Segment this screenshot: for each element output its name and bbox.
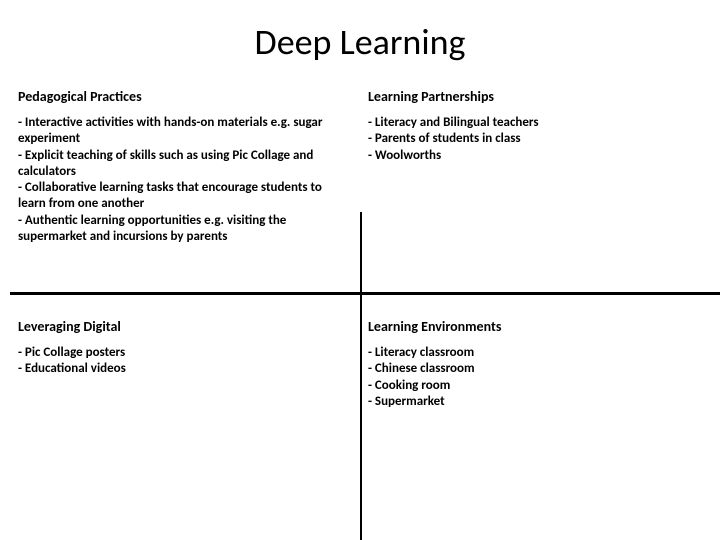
vertical-divider [360, 212, 362, 540]
horizontal-divider [10, 292, 720, 295]
quadrant-items: - Pic Collage posters - Educational vide… [18, 345, 352, 378]
list-item: - Collaborative learning tasks that enco… [18, 180, 352, 213]
list-item: - Supermarket [368, 394, 702, 410]
quadrant-grid: Pedagogical Practices - Interactive acti… [10, 82, 710, 530]
quadrant-bottom-right: Learning Environments - Literacy classro… [360, 312, 710, 416]
list-item: - Pic Collage posters [18, 345, 352, 361]
quadrant-heading: Pedagogical Practices [18, 88, 352, 105]
list-item: - Chinese classroom [368, 361, 702, 377]
list-item: - Explicit teaching of skills such as us… [18, 148, 352, 181]
list-item: - Authentic learning opportunities e.g. … [18, 213, 352, 246]
quadrant-heading: Learning Partnerships [368, 88, 702, 105]
list-item: - Parents of students in class [368, 131, 702, 147]
quadrant-heading: Leveraging Digital [18, 318, 352, 335]
list-item: - Interactive activities with hands-on m… [18, 115, 352, 148]
quadrant-top-right: Learning Partnerships - Literacy and Bil… [360, 82, 710, 282]
list-item: - Woolworths [368, 148, 702, 164]
quadrant-heading: Learning Environments [368, 318, 702, 335]
quadrant-items: - Literacy classroom - Chinese classroom… [368, 345, 702, 410]
page-title: Deep Learning [0, 0, 720, 82]
quadrant-items: - Literacy and Bilingual teachers - Pare… [368, 115, 702, 164]
quadrant-items: - Interactive activities with hands-on m… [18, 115, 352, 245]
list-item: - Literacy classroom [368, 345, 702, 361]
quadrant-top-left: Pedagogical Practices - Interactive acti… [10, 82, 360, 282]
quadrant-bottom-left: Leveraging Digital - Pic Collage posters… [10, 312, 360, 384]
list-item: - Literacy and Bilingual teachers [368, 115, 702, 131]
list-item: - Educational videos [18, 361, 352, 377]
list-item: - Cooking room [368, 378, 702, 394]
